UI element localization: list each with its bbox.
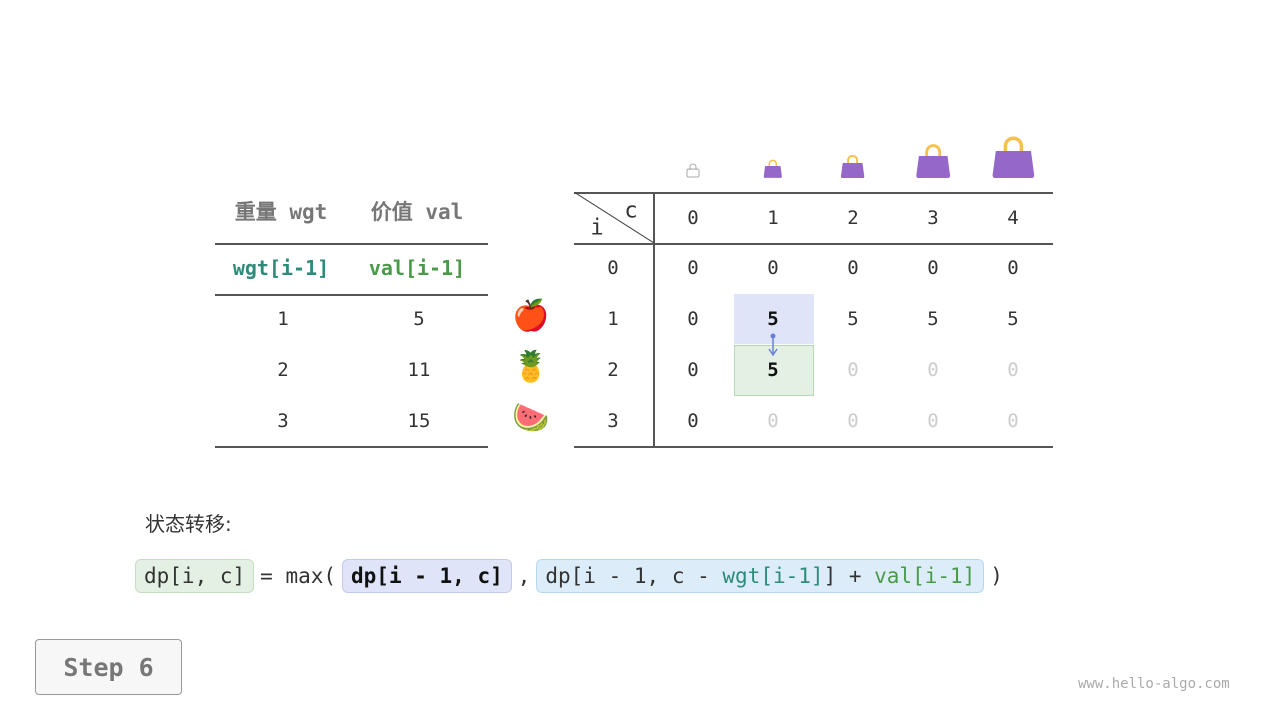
formula: dp[i, c] = max( dp[i - 1, c] , dp[i - 1,… — [135, 559, 1003, 593]
divider — [574, 446, 1053, 448]
bag-capacity-icon — [991, 135, 1036, 182]
formula-close: ) — [990, 564, 1003, 588]
corner-c: c — [624, 198, 638, 224]
divider — [215, 294, 488, 296]
dp-cell: 0 — [1007, 257, 1019, 279]
dp-cell: 0 — [687, 410, 699, 432]
row-header: 3 — [607, 410, 619, 432]
dp-cell: 5 — [927, 308, 939, 330]
formula-val: val[i-1] — [874, 564, 976, 588]
row-header: 1 — [607, 308, 619, 330]
column-subheader: val[i-1] — [368, 256, 466, 280]
formula-comma: , — [517, 564, 531, 588]
bag-capacity-icon — [915, 143, 951, 182]
row-header: 0 — [607, 257, 619, 279]
dp-cell: 0 — [847, 257, 859, 279]
dp-cell: 0 — [1007, 410, 1019, 432]
formula-max: = max( — [260, 564, 337, 588]
col-header: 1 — [767, 207, 779, 229]
divider — [653, 192, 655, 446]
dp-cell: 0 — [847, 410, 859, 432]
dp-cell: 0 — [927, 410, 939, 432]
col-header: 0 — [687, 207, 699, 229]
step-button[interactable]: Step 6 — [35, 639, 182, 695]
watermelon-icon: 🍉 — [512, 400, 550, 436]
dp-cell: 5 — [767, 308, 779, 330]
formula-wgt: wgt[i-1] — [722, 564, 824, 588]
formula-text: dp[i - 1, c - — [545, 564, 723, 588]
dp-cell: 0 — [767, 257, 779, 279]
column-subheader: wgt[i-1] — [232, 256, 330, 280]
col-header: 2 — [847, 207, 859, 229]
col-header: 4 — [1007, 207, 1019, 229]
bag-capacity-icon — [840, 154, 865, 182]
column-header: 重量 wgt — [234, 200, 328, 224]
watermark: www.hello-algo.com — [1078, 676, 1230, 692]
formula-option-skip: dp[i - 1, c] — [342, 559, 512, 593]
formula-option-take: dp[i - 1, c - wgt[i-1]] + val[i-1] — [536, 559, 985, 593]
formula-label: 状态转移: — [145, 512, 232, 536]
item-value: 11 — [407, 359, 431, 381]
divider — [574, 192, 1053, 194]
dp-cell: 0 — [687, 308, 699, 330]
dp-cell: 5 — [1007, 308, 1019, 330]
item-weight: 2 — [277, 359, 289, 381]
item-weight: 1 — [277, 308, 289, 330]
dp-cell: 0 — [927, 359, 939, 381]
divider — [215, 446, 488, 448]
dp-cell: 5 — [847, 308, 859, 330]
dp-cell: 0 — [767, 410, 779, 432]
corner-diagonal — [573, 191, 655, 244]
item-weight: 3 — [277, 410, 289, 432]
divider — [215, 243, 488, 245]
dp-cell: 0 — [1007, 359, 1019, 381]
dp-cell: 0 — [687, 257, 699, 279]
column-header: 价值 val — [370, 200, 464, 224]
item-value: 15 — [407, 410, 431, 432]
row-header: 2 — [607, 359, 619, 381]
dp-cell: 0 — [927, 257, 939, 279]
arrow-icon — [768, 333, 778, 357]
bag-capacity-icon — [763, 159, 783, 182]
apple-icon: 🍎 — [512, 298, 550, 334]
formula-lhs: dp[i, c] — [135, 559, 255, 593]
dp-cell: 0 — [847, 359, 859, 381]
dp-cell: 5 — [767, 359, 779, 381]
bag-capacity-icon — [685, 162, 701, 182]
dp-cell: 0 — [687, 359, 699, 381]
col-header: 3 — [927, 207, 939, 229]
divider — [574, 243, 1053, 245]
formula-text: ] + — [823, 564, 875, 588]
item-value: 5 — [413, 308, 425, 330]
pineapple-icon: 🍍 — [512, 349, 550, 385]
corner-i: i — [590, 215, 604, 241]
